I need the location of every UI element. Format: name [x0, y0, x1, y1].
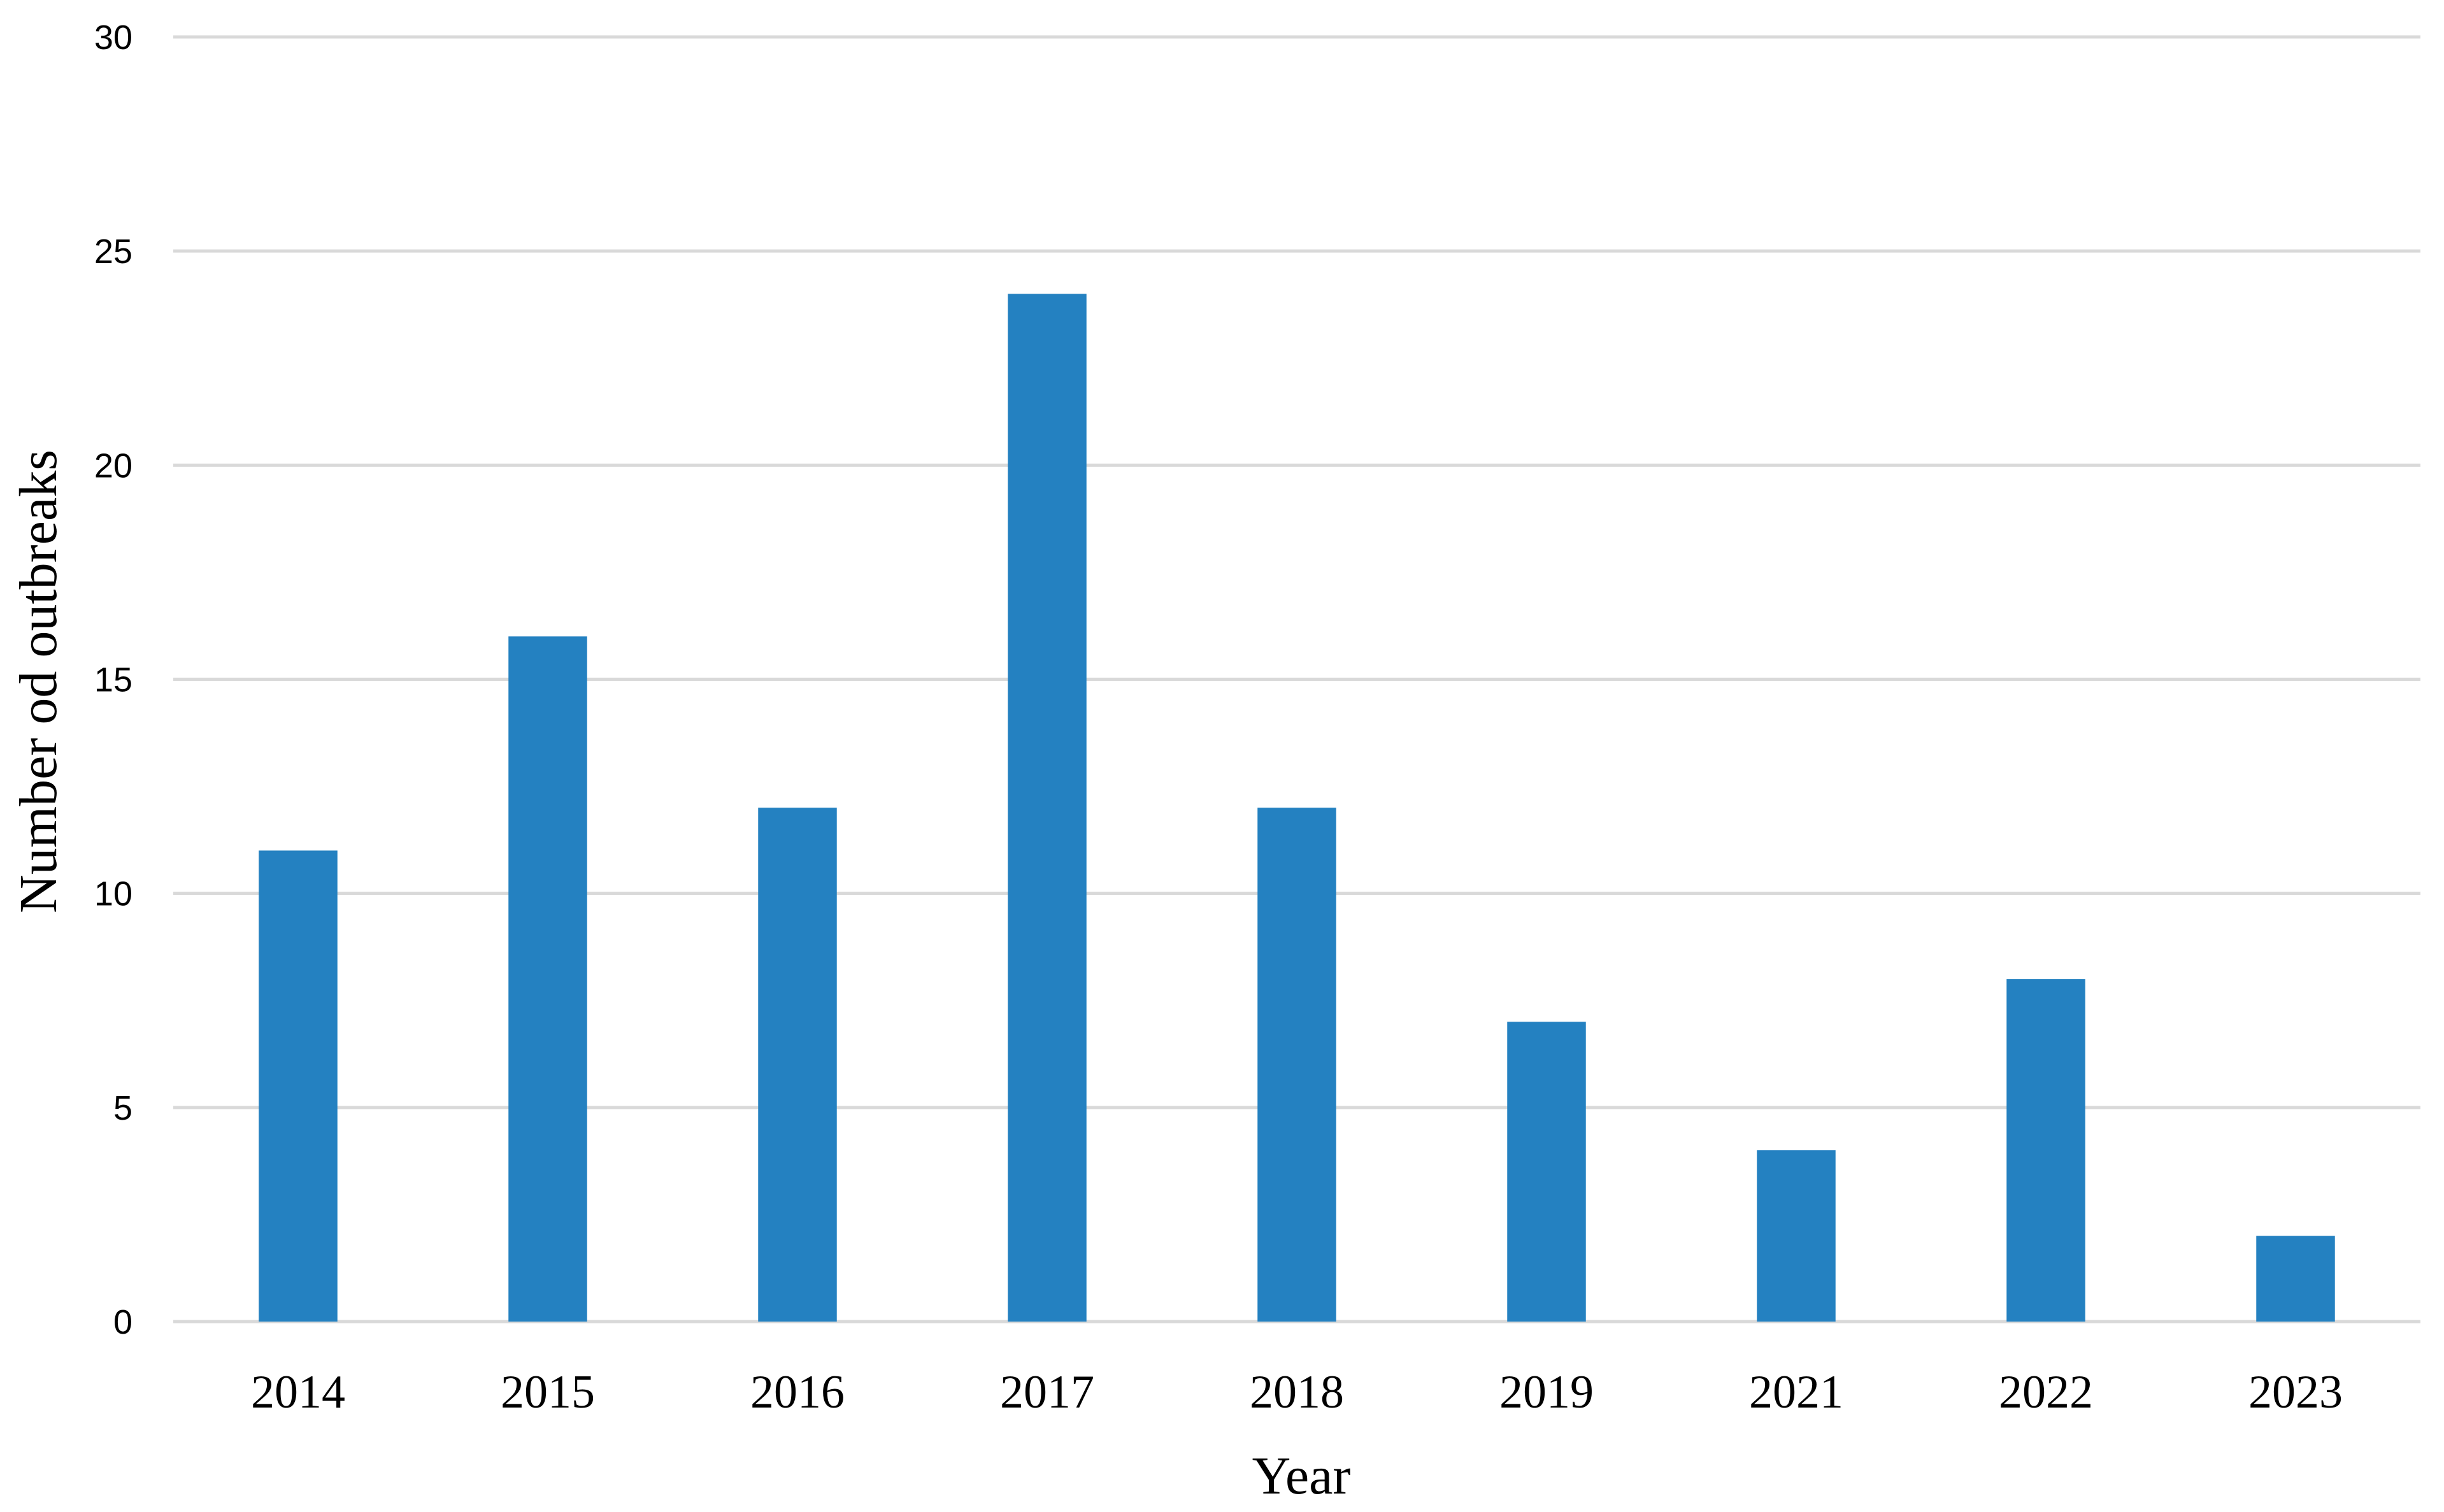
bar-2015 — [508, 636, 587, 1322]
bars — [259, 294, 2335, 1322]
bar-2019 — [1507, 1022, 1586, 1322]
y-tick-label: 30 — [94, 18, 132, 57]
x-tick-label: 2014 — [251, 1366, 345, 1418]
bar-2014 — [259, 850, 338, 1322]
y-tick-label: 25 — [94, 232, 132, 271]
x-tick-labels: 2014 2015 2016 2017 2018 2019 2021 2022 2023 — [251, 1366, 2343, 1418]
bar-2018 — [1257, 808, 1336, 1322]
x-tick-label: 2019 — [1499, 1366, 1594, 1418]
y-tick-labels: 0 5 10 15 20 25 30 — [94, 18, 132, 1341]
y-tick-label: 5 — [113, 1089, 132, 1127]
y-tick-label: 0 — [113, 1303, 132, 1341]
y-tick-label: 10 — [94, 875, 132, 913]
bar-2022 — [2006, 979, 2085, 1322]
bar-2016 — [758, 808, 837, 1322]
x-tick-label: 2018 — [1250, 1366, 1344, 1418]
y-tick-label: 15 — [94, 661, 132, 699]
x-tick-label: 2016 — [750, 1366, 845, 1418]
y-tick-label: 20 — [94, 446, 132, 485]
y-axis-title: Number od outbreaks — [9, 450, 68, 913]
x-tick-label: 2021 — [1749, 1366, 1843, 1418]
bar-2021 — [1757, 1150, 1836, 1322]
x-axis-title: Year — [1252, 1446, 1351, 1506]
x-tick-label: 2022 — [1999, 1366, 2093, 1418]
bar-2023 — [2256, 1236, 2335, 1322]
x-tick-label: 2015 — [501, 1366, 595, 1418]
bar-2017 — [1008, 294, 1087, 1322]
x-tick-label: 2023 — [2248, 1366, 2343, 1418]
x-tick-label: 2017 — [1000, 1366, 1094, 1418]
